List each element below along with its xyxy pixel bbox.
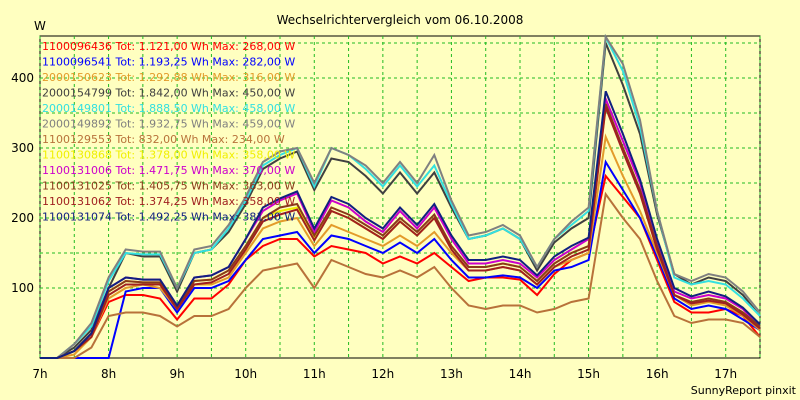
legend-entry-1: 1100096436 Tot: 1.121,00 Wh Max: 268,00 … xyxy=(42,40,295,53)
legend-entry-9: 1100131006 Tot: 1.471,75 Wh Max: 370,00 … xyxy=(42,164,295,177)
footer-credit: SunnyReport pinxit xyxy=(691,384,797,397)
x-tick-label: 11h xyxy=(303,367,326,381)
series-line-10 xyxy=(40,103,761,359)
y-tick-label: 400 xyxy=(11,71,34,85)
legend-entry-8: 1100130868 Tot: 1.378,00 Wh Max: 358,00 … xyxy=(42,149,295,162)
x-tick-label: 14h xyxy=(509,367,532,381)
legend: 1100096436 Tot: 1.121,00 Wh Max: 268,00 … xyxy=(42,40,295,224)
plot-frame xyxy=(39,35,761,359)
x-tick-label: 12h xyxy=(371,367,394,381)
y-tick-label: 300 xyxy=(11,141,34,155)
legend-entry-3: 2000150623 Tot: 1.292,88 Wh Max: 316,00 … xyxy=(42,71,295,84)
legend-entry-12: 1100131074 Tot: 1.492,25 Wh Max: 381,00 … xyxy=(42,211,295,224)
legend-entry-4: 2000154799 Tot: 1.842,00 Wh Max: 450,00 … xyxy=(42,87,295,100)
x-tick-label: 8h xyxy=(101,367,116,381)
x-tick-label: 9h xyxy=(170,367,185,381)
chart-title: Wechselrichtervergleich vom 06.10.2008 xyxy=(277,13,524,27)
legend-entry-11: 1100131062 Tot: 1.374,25 Wh Max: 358,00 … xyxy=(42,195,295,208)
x-tick-label: 13h xyxy=(440,367,463,381)
series-line-11 xyxy=(40,107,761,359)
x-tick-label: 7h xyxy=(32,367,47,381)
legend-entry-6: 2000149892 Tot: 1.932,75 Wh Max: 459,00 … xyxy=(42,118,295,131)
x-tick-label: 16h xyxy=(646,367,669,381)
plot-area xyxy=(39,35,761,359)
y-axis: 100 200 300 400 xyxy=(11,71,34,295)
legend-entry-10: 1100131025 Tot: 1.405,75 Wh Max: 363,00 … xyxy=(42,180,295,193)
y-tick-label: 200 xyxy=(11,211,34,225)
y-tick-label: 100 xyxy=(11,281,34,295)
series-line-6 xyxy=(40,33,761,359)
x-axis: 7h 8h 9h 10h 11h 12h 13h 14h 15h 16h 17h xyxy=(32,367,737,381)
series-lines xyxy=(40,33,761,359)
series-line-7 xyxy=(40,191,761,359)
legend-entry-2: 1100096541 Tot: 1.193,25 Wh Max: 282,00 … xyxy=(42,56,295,69)
y-unit-label: W xyxy=(34,19,46,33)
x-tick-label: 10h xyxy=(234,367,257,381)
x-tick-label: 15h xyxy=(577,367,600,381)
legend-entry-5: 2000149801 Tot: 1.888,50 Wh Max: 458,00 … xyxy=(42,102,295,115)
series-line-3 xyxy=(40,133,761,359)
series-line-5 xyxy=(40,33,761,359)
series-line-12 xyxy=(40,90,761,359)
x-tick-label: 17h xyxy=(714,367,737,381)
legend-entry-7: 1100129553 Tot: 832,00 Wh Max: 234,00 W xyxy=(42,133,285,146)
